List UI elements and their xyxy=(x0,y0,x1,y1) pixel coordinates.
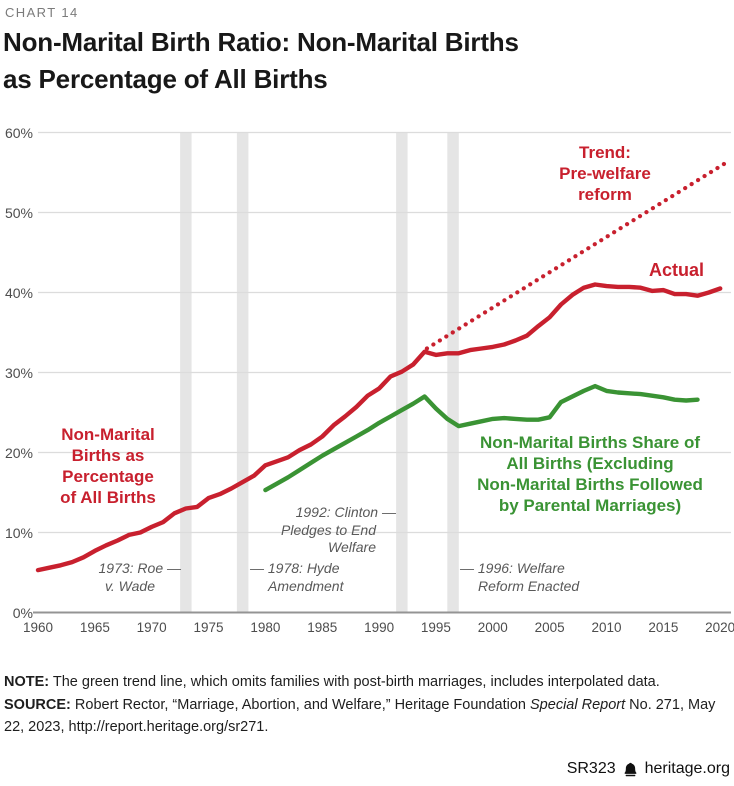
label-line: Pledges to End xyxy=(281,521,376,538)
x-tick-label: 1995 xyxy=(420,620,451,635)
label-line: — 1996: Welfare xyxy=(460,560,565,576)
series-lines xyxy=(35,160,730,573)
series-line-adjusted xyxy=(263,383,700,493)
y-tick-label: 40% xyxy=(4,284,33,301)
label-green-series: Non-Marital Births Share of All Births (E… xyxy=(452,432,728,516)
chart-number-label: CHART 14 xyxy=(5,5,79,20)
annotation-roe-v-wade: 1973: Roe — v. Wade xyxy=(99,560,182,595)
x-tick-label: 2000 xyxy=(477,620,508,635)
y-tick-label: 10% xyxy=(4,524,33,541)
chart-plot xyxy=(33,131,731,614)
label-line: as Percentage of All Births xyxy=(3,64,328,94)
x-tick-label: 1975 xyxy=(193,620,224,635)
note-line: NOTE: The green trend line, which omits … xyxy=(4,671,728,694)
source-text-tail: No. 271, May 22, 2023, http://report.her… xyxy=(4,696,716,736)
label-line: 1992: Clinton — xyxy=(295,504,396,520)
site-name: heritage.org xyxy=(644,760,730,777)
label-line: Welfare xyxy=(328,539,376,555)
x-tick-label: 1980 xyxy=(250,620,281,635)
x-tick-label: 2005 xyxy=(534,620,565,635)
x-tick-label: 1965 xyxy=(79,620,110,635)
label-red-series: Non-Marital Births as Percentage of All Bir… xyxy=(30,424,186,508)
report-id: SR323 xyxy=(566,760,616,777)
label-line: — 1978: Hyde xyxy=(250,560,340,576)
label-line: Percentage xyxy=(62,467,154,486)
annotation-clinton-pledge: 1992: Clinton — Pledges to End Welfare xyxy=(281,504,396,557)
y-tick-label: 0% xyxy=(12,604,33,621)
x-tick-label: 1985 xyxy=(307,620,338,635)
label-line: Reform Enacted xyxy=(478,577,580,594)
chart-title: Non-Marital Birth Ratio: Non-Marital Bir… xyxy=(3,24,519,98)
x-tick-label: 2015 xyxy=(648,620,679,635)
label-line: by Parental Marriages) xyxy=(498,496,682,515)
label-trend-series: Trend: Pre-welfare reform xyxy=(537,142,673,205)
x-tick-label: 1990 xyxy=(364,620,395,635)
label-line: of All Births xyxy=(60,488,156,507)
label-line: Non-Marital Birth Ratio: Non-Marital Bir… xyxy=(3,27,519,57)
x-tick-label: 2020 xyxy=(705,620,734,635)
label-line: Non-Marital Births Share of xyxy=(479,433,701,452)
note-label: NOTE: xyxy=(4,674,50,690)
label-line: Non-Marital xyxy=(61,425,155,444)
note-source-block: NOTE: The green trend line, which omits … xyxy=(4,671,728,739)
label-line: Trend: xyxy=(579,143,631,162)
label-line: Births as xyxy=(71,446,145,465)
label-line: Non-Marital Births Followed xyxy=(477,475,703,494)
label-line: All Births (Excluding xyxy=(506,454,674,473)
annotation-welfare-reform: — 1996: Welfare Reform Enacted xyxy=(460,560,579,595)
series-line-trend xyxy=(424,160,730,351)
annotation-hyde-amendment: — 1978: Hyde Amendment xyxy=(250,560,343,595)
label-line: Amendment xyxy=(268,577,344,594)
label-line: v. Wade xyxy=(104,577,155,594)
y-tick-label: 50% xyxy=(4,204,33,221)
liberty-bell-icon xyxy=(624,762,637,776)
report-footer: SR323 heritage.org xyxy=(567,760,730,778)
x-tick-label: 1970 xyxy=(136,620,167,635)
y-tick-label: 30% xyxy=(4,364,33,381)
label-line: Pre-welfare xyxy=(559,164,651,183)
y-tick-label: 60% xyxy=(4,124,33,141)
label-line: 1973: Roe — xyxy=(98,560,182,576)
x-tick-label: 1960 xyxy=(22,620,54,635)
series-line-actual xyxy=(35,282,723,573)
source-label: SOURCE: xyxy=(4,696,71,713)
y-tick-label: 20% xyxy=(4,444,33,461)
label-line: reform xyxy=(578,185,632,204)
source-report-name: Special Report xyxy=(530,696,626,713)
x-tick-label: 2010 xyxy=(591,620,622,635)
note-text: The green trend line, which omits famili… xyxy=(49,674,660,690)
label-actual-series: Actual xyxy=(649,260,705,280)
source-text: Robert Rector, “Marriage, Abortion, and … xyxy=(70,696,531,713)
source-line: SOURCE: Robert Rector, “Marriage, Aborti… xyxy=(4,694,728,739)
grid-lines xyxy=(33,131,731,614)
